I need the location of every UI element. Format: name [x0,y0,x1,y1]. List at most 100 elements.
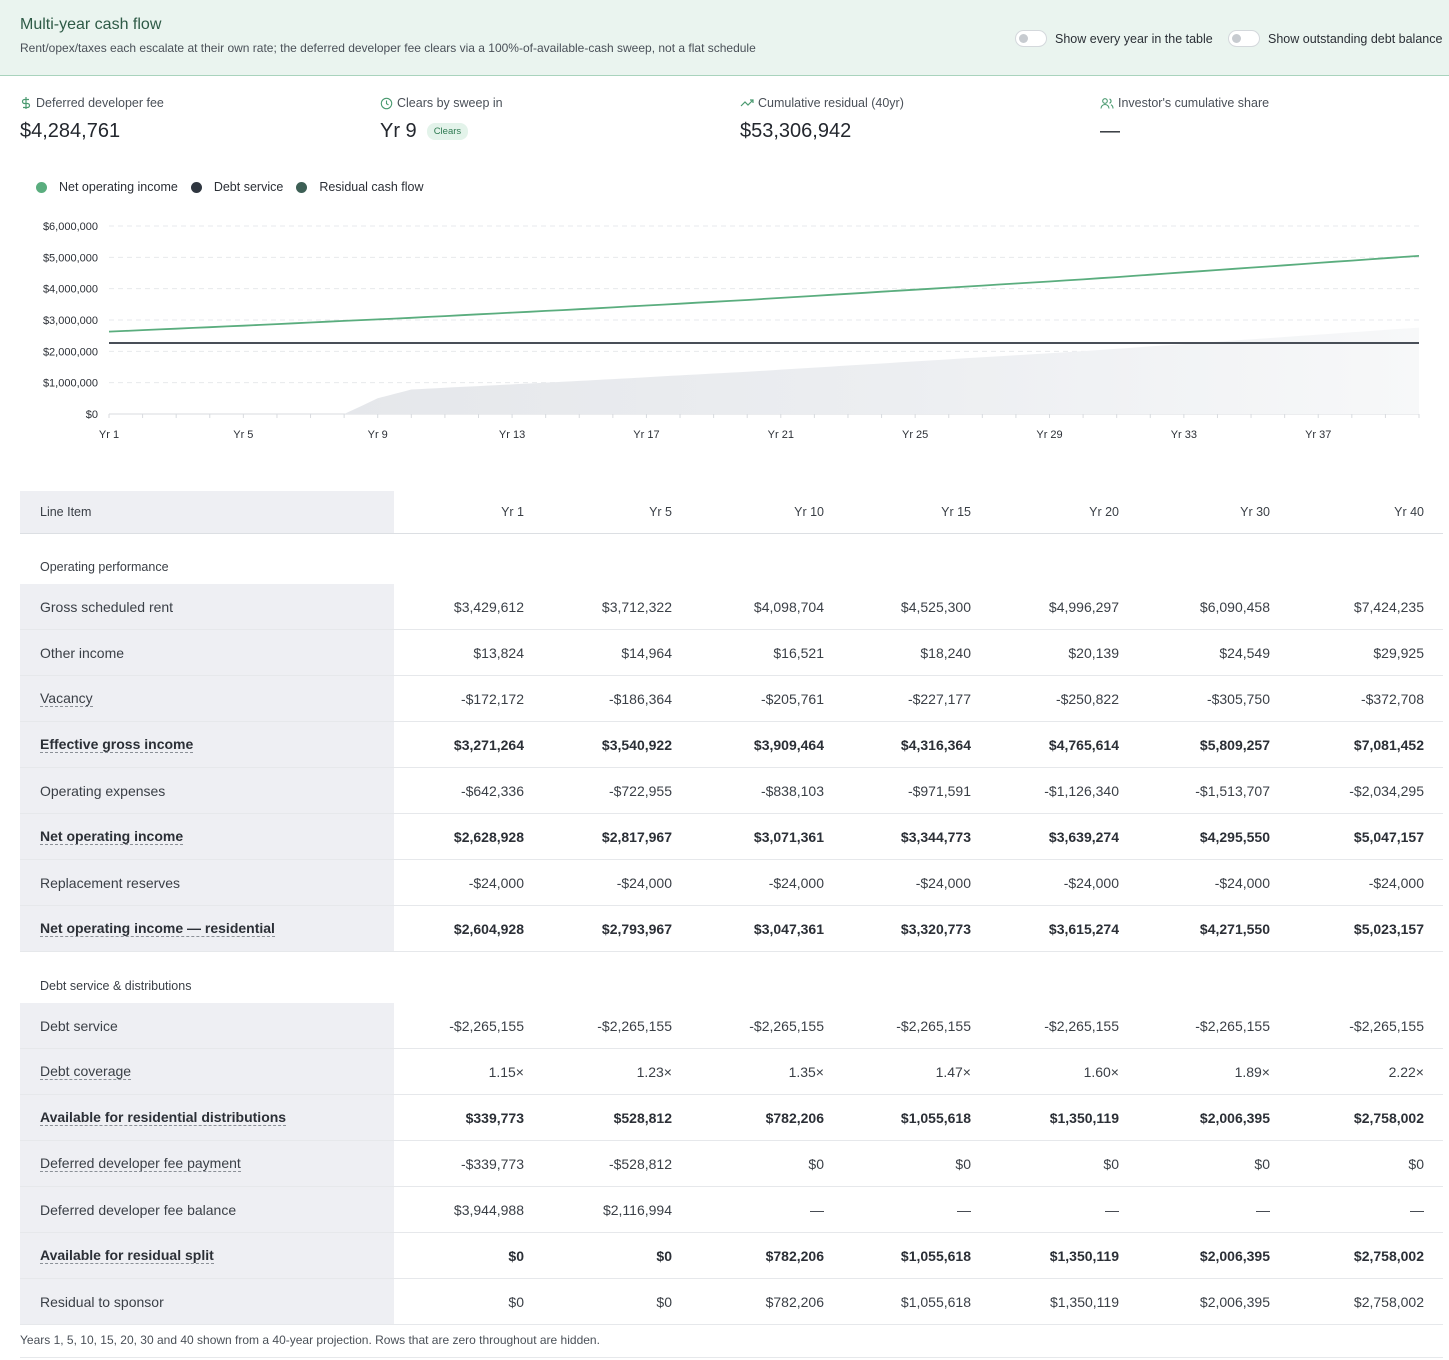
table-cell: -$2,265,155 [597,1017,672,1034]
table-cell: — [810,1201,824,1218]
table-cell: $782,206 [765,1293,824,1310]
toggle-switch[interactable] [1228,30,1260,47]
table-cell: $18,240 [920,644,971,661]
table-cell: -$2,034,295 [1349,782,1424,799]
table-cell: -$250,822 [1055,690,1119,707]
row-label-text[interactable]: Available for residual split [40,1247,214,1264]
table-cell: -$227,177 [907,690,971,707]
table-cell: $13,824 [473,644,524,661]
table-cell: Yr 15 [941,505,971,519]
table-cell: $2,006,395 [1199,1247,1270,1264]
table-cell: $5,023,157 [1353,920,1424,937]
table-cell: 1.23× [636,1063,672,1080]
row-label-text[interactable]: Net operating income — residential [40,920,275,937]
kpi-investor: Investor's cumulative share — [1100,96,1269,143]
x-tick-label: Yr 21 [768,429,794,441]
table-cell: $3,639,274 [1048,828,1119,845]
row-label: Deferred developer fee balance [20,1187,394,1232]
x-tick-label: Yr 25 [902,429,928,441]
row-label-text: Other income [40,644,125,661]
table-cell: $2,006,395 [1199,1109,1270,1126]
row-label: Line Item [20,491,394,533]
table-cell: $2,793,967 [601,920,672,937]
x-tick-label: Yr 29 [1036,429,1062,441]
toggle-switch[interactable] [1015,30,1047,47]
table-row: Available for residential distributions $… [20,1095,1443,1141]
table-cell: $339,773 [465,1109,524,1126]
table-cell: $0 [508,1247,524,1264]
table-cell: $3,909,464 [753,736,824,753]
table-cell: $1,055,618 [900,1109,971,1126]
legend-dot [36,181,47,193]
table-cell: 1.15× [488,1063,524,1080]
x-tick-label: Yr 5 [233,429,253,441]
row-label-text[interactable]: Deferred developer fee payment [40,1155,241,1172]
row-label: Net operating income — residential [20,906,394,951]
row-label-text[interactable]: Vacancy [40,690,93,707]
kpi-label: Cumulative residual (40yr) [758,96,904,110]
table-cell: $0 [808,1155,824,1172]
residual-cash-flow-area [109,327,1419,414]
table-cell: 2.22× [1388,1063,1424,1080]
y-tick-label: $1,000,000 [43,378,98,390]
legend-item-residual[interactable]: Residual cash flow [296,180,424,194]
table-row: Net operating income — residential $2,604… [20,906,1443,952]
toggle-debt-balance[interactable]: Show outstanding debt balance [1228,30,1442,47]
kpi-label: Clears by sweep in [397,96,503,110]
table-cell: $1,055,618 [900,1247,971,1264]
row-label: Residual to sponsor [20,1279,394,1324]
legend-label: Residual cash flow [319,180,424,194]
table-cell: $0 [955,1155,971,1172]
table-row: Deferred developer fee balance $3,944,988… [20,1187,1443,1233]
table-cell: -$2,265,155 [896,1017,971,1034]
x-tick-label: Yr 17 [633,429,659,441]
row-label-text: Replacement reserves [40,874,181,891]
legend-dot [296,181,308,193]
kpi-deferred-fee: Deferred developer fee $4,284,761 [20,96,164,143]
table-cell: $7,424,235 [1353,598,1424,615]
table-cell: $4,525,300 [900,598,971,615]
y-tick-label: $6,000,000 [43,221,98,233]
table-cell: Yr 1 [501,505,524,519]
table-cell: -$24,000 [1063,874,1119,891]
row-label-text: Debt service [40,1017,118,1034]
table-row: Effective gross income $3,271,264 $3,540,9… [20,722,1443,768]
row-label-text[interactable]: Available for residential distributions [40,1109,287,1126]
table-cell: $2,116,994 [602,1201,672,1218]
toggle-every-year[interactable]: Show every year in the table [1015,30,1213,47]
table-cell: $0 [656,1247,672,1264]
table-cell: $5,047,157 [1353,828,1424,845]
table-cell: -$1,513,707 [1195,782,1270,799]
row-label: Available for residential distributions [20,1095,394,1140]
table-cell: -$372,708 [1360,690,1424,707]
table-cell: $1,055,618 [900,1293,971,1310]
row-label-text[interactable]: Net operating income [40,828,184,845]
users-icon [1100,97,1114,109]
table-cell: $24,549 [1219,644,1270,661]
table-row: Other income $13,824 $14,964 $16,521 $18,240… [20,630,1443,676]
table-cell: $2,817,967 [601,828,672,845]
section-title: Debt service & distributions [40,979,192,993]
table-cell: -$339,773 [460,1155,524,1172]
legend-item-noi[interactable]: Net operating income [36,180,178,194]
table-cell: $3,320,773 [900,920,971,937]
table-cell: -$2,265,155 [1349,1017,1424,1034]
row-label: Net operating income [20,814,394,859]
table-cell: -$24,000 [1368,874,1424,891]
kpi-residual: Cumulative residual (40yr) $53,306,942 [740,96,904,143]
table-cell: -$24,000 [1214,874,1270,891]
table-cell: $3,047,361 [753,920,824,937]
table-cell: — [1256,1201,1270,1218]
table-cell: $29,925 [1373,644,1424,661]
row-label-text[interactable]: Debt coverage [40,1063,132,1080]
legend-label: Net operating income [59,180,178,194]
table-cell: -$1,126,340 [1044,782,1119,799]
table-cell: $7,081,452 [1353,736,1424,753]
x-tick-label: Yr 33 [1171,429,1197,441]
legend-item-debt[interactable]: Debt service [190,180,283,194]
table-cell: $0 [508,1293,524,1310]
row-label-text[interactable]: Effective gross income [40,736,194,753]
table-cell: $782,206 [765,1109,824,1126]
table-cell: -$838,103 [760,782,824,799]
table-row: Gross scheduled rent $3,429,612 $3,712,322… [20,584,1443,630]
